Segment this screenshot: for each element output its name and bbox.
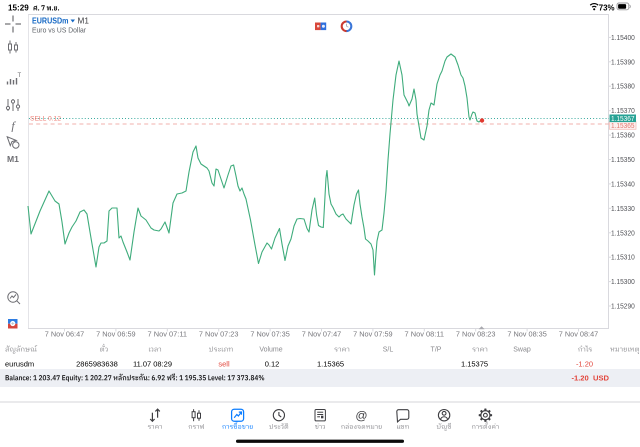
svg-text:S/L: S/L [383, 347, 394, 354]
svg-text:1.15400: 1.15400 [611, 33, 635, 42]
svg-text:T: T [18, 73, 22, 79]
svg-text:Swap: Swap [513, 347, 531, 354]
svg-text:1.15350: 1.15350 [611, 155, 635, 164]
svg-text:EURUSDm: EURUSDm [32, 17, 69, 26]
svg-text:1.15380: 1.15380 [611, 82, 635, 91]
svg-text:0.12: 0.12 [265, 360, 280, 369]
svg-text:1.15390: 1.15390 [611, 57, 635, 66]
svg-text:-1.20: -1.20 [576, 360, 593, 369]
svg-text:73%: 73% [599, 3, 615, 12]
svg-text:7 Nov 06:47: 7 Nov 06:47 [45, 331, 85, 339]
svg-text:7 Nov 07:59: 7 Nov 07:59 [353, 331, 393, 339]
svg-text:@: @ [355, 409, 367, 423]
svg-text:-1.20 USD: -1.20 USD [571, 374, 609, 383]
svg-text:7 Nov 08:11: 7 Nov 08:11 [405, 331, 445, 339]
svg-text:1.15365: 1.15365 [611, 121, 635, 130]
svg-text:7 Nov 06:59: 7 Nov 06:59 [96, 331, 136, 339]
svg-text:7 Nov 07:23: 7 Nov 07:23 [199, 331, 239, 339]
svg-text:1.15367: 1.15367 [611, 114, 635, 123]
svg-text:1.15290: 1.15290 [611, 302, 635, 311]
svg-text:7 Nov 08:47: 7 Nov 08:47 [559, 331, 599, 339]
svg-text:M1: M1 [7, 154, 19, 164]
svg-text:1.15300: 1.15300 [611, 277, 635, 286]
svg-text:1.15365: 1.15365 [317, 360, 344, 369]
svg-text:7 Nov 07:11: 7 Nov 07:11 [148, 331, 188, 339]
svg-text:7 Nov 08:23: 7 Nov 08:23 [456, 331, 496, 339]
svg-text:1.15375: 1.15375 [461, 360, 488, 369]
svg-text:11.07 08:29: 11.07 08:29 [133, 360, 172, 369]
svg-text:7 Nov 08:35: 7 Nov 08:35 [507, 331, 547, 339]
svg-text:1.15320: 1.15320 [611, 228, 635, 237]
svg-text:SELL 0.12: SELL 0.12 [30, 116, 61, 123]
svg-text:15:29: 15:29 [8, 3, 29, 12]
svg-text:Euro vs US Dollar: Euro vs US Dollar [32, 26, 86, 35]
svg-text:7 Nov 07:35: 7 Nov 07:35 [250, 331, 290, 339]
svg-text:1.15370: 1.15370 [611, 106, 635, 115]
svg-text:1.15310: 1.15310 [611, 253, 635, 262]
svg-text:1.15330: 1.15330 [611, 204, 635, 213]
svg-text:Volume: Volume [259, 347, 282, 354]
svg-text:7 Nov 07:47: 7 Nov 07:47 [302, 331, 342, 339]
svg-text:1.15360: 1.15360 [611, 131, 635, 140]
svg-text:eurusdm: eurusdm [5, 360, 34, 369]
svg-text:1.15340: 1.15340 [611, 179, 635, 188]
svg-text:M1: M1 [78, 17, 90, 26]
svg-text:f: f [11, 119, 16, 133]
svg-text:T/P: T/P [431, 347, 442, 354]
svg-text:sell: sell [218, 360, 230, 369]
svg-text:2865983638: 2865983638 [76, 360, 118, 369]
